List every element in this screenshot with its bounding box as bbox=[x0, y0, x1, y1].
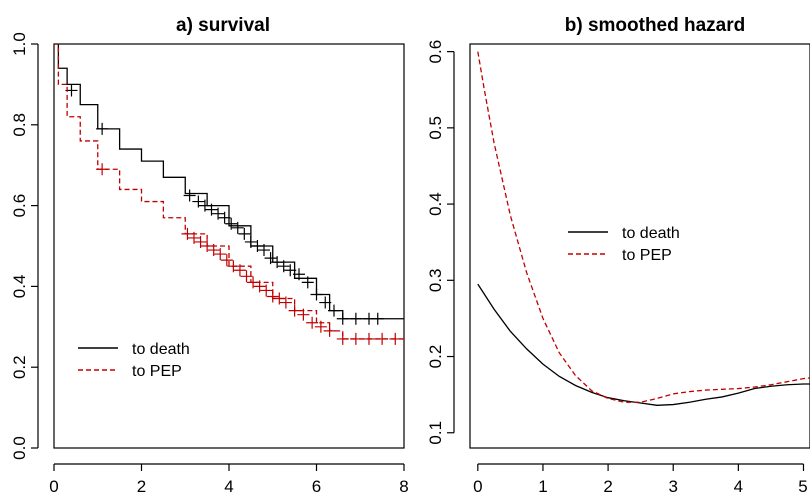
censor-mark bbox=[349, 312, 362, 325]
censor-mark bbox=[371, 312, 384, 325]
censor-mark bbox=[279, 296, 292, 309]
censor-mark bbox=[192, 195, 205, 208]
censor-mark bbox=[301, 276, 314, 289]
legend: to death to PEP bbox=[568, 225, 680, 264]
censor-mark bbox=[227, 260, 240, 273]
x-tick-label: 0 bbox=[49, 477, 58, 496]
censor-mark bbox=[349, 332, 362, 345]
plot-frame bbox=[53, 43, 405, 449]
censor-mark bbox=[233, 264, 246, 277]
censor-mark bbox=[328, 304, 340, 317]
censor-mark bbox=[277, 260, 290, 273]
y-axis: 0.1 0.2 0.3 0.4 0.5 0.6 bbox=[426, 40, 455, 445]
series-to-death-line bbox=[54, 44, 404, 320]
censor-mark bbox=[266, 290, 279, 303]
censor-mark bbox=[293, 268, 305, 281]
y-axis: 0.0 0.2 0.4 0.6 0.8 1.0 bbox=[10, 32, 39, 460]
censor-mark bbox=[323, 324, 336, 337]
x-axis: 0 1 2 3 4 5 bbox=[473, 463, 808, 496]
censor-mark bbox=[288, 304, 301, 317]
censor-mark bbox=[271, 256, 284, 269]
y-tick-label: 0.2 bbox=[426, 345, 445, 369]
y-tick-label: 0.6 bbox=[10, 194, 29, 218]
censor-mark bbox=[218, 211, 231, 224]
censor-mark bbox=[336, 332, 349, 345]
censor-mark bbox=[240, 270, 253, 283]
y-tick-label: 0.5 bbox=[426, 116, 445, 140]
plot-frame bbox=[469, 43, 810, 449]
censor-mark bbox=[231, 221, 244, 234]
legend-label: to PEP bbox=[132, 363, 182, 380]
censor-mark bbox=[183, 189, 196, 202]
censor-mark bbox=[181, 227, 194, 240]
y-tick-label: 0.8 bbox=[10, 113, 29, 137]
censor-mark bbox=[336, 312, 349, 325]
censor-mark bbox=[306, 316, 319, 329]
x-tick-label: 4 bbox=[734, 477, 743, 496]
censor-mark bbox=[205, 203, 218, 216]
x-tick-label: 1 bbox=[538, 477, 547, 496]
censor-mark bbox=[194, 235, 207, 248]
censor-mark bbox=[207, 244, 220, 257]
censor-mark bbox=[214, 248, 227, 261]
censor-mark bbox=[198, 199, 211, 212]
censor-mark bbox=[258, 244, 270, 257]
censor-mark bbox=[389, 332, 402, 345]
x-tick-label: 5 bbox=[798, 477, 807, 496]
y-tick-label: 0.1 bbox=[426, 421, 445, 445]
legend-label: to death bbox=[132, 341, 190, 358]
y-tick-label: 0.4 bbox=[426, 192, 445, 216]
chart-title: b) smoothed hazard bbox=[565, 15, 746, 36]
y-tick-label: 1.0 bbox=[10, 32, 29, 56]
plot-area bbox=[54, 44, 404, 345]
chart-title: a) survival bbox=[176, 15, 270, 36]
censor-mark bbox=[284, 264, 297, 277]
censor-mark bbox=[96, 122, 109, 135]
censor-mark bbox=[260, 284, 273, 297]
censor-mark bbox=[201, 240, 214, 252]
censor-mark bbox=[273, 292, 286, 305]
censor-mark bbox=[247, 276, 260, 289]
censor-mark bbox=[363, 332, 375, 345]
legend-label: to PEP bbox=[622, 247, 672, 264]
x-axis: 0 2 4 6 8 bbox=[49, 463, 409, 496]
x-tick-label: 6 bbox=[312, 477, 321, 496]
censor-mark bbox=[188, 231, 200, 244]
y-tick-label: 0.4 bbox=[10, 275, 29, 299]
y-tick-label: 0.6 bbox=[426, 40, 445, 64]
censor-mark bbox=[244, 235, 257, 248]
plot-area bbox=[477, 51, 810, 406]
censor-mark bbox=[314, 320, 327, 333]
x-tick-label: 8 bbox=[399, 477, 408, 496]
censor-mark bbox=[376, 332, 389, 345]
legend-label: to death bbox=[622, 225, 680, 242]
x-tick-label: 0 bbox=[473, 477, 482, 496]
x-tick-label: 2 bbox=[603, 477, 612, 496]
x-tick-label: 3 bbox=[668, 477, 677, 496]
censor-mark bbox=[212, 207, 225, 220]
x-tick-label: 4 bbox=[224, 477, 233, 496]
y-tick-label: 0.3 bbox=[426, 268, 445, 292]
censor-mark bbox=[251, 240, 264, 252]
x-tick-label: 2 bbox=[137, 477, 146, 496]
censor-mark bbox=[238, 227, 251, 240]
series-to-pep-line bbox=[54, 44, 404, 340]
censor-mark bbox=[310, 288, 323, 301]
y-tick-label: 0.2 bbox=[10, 355, 29, 379]
censor-mark bbox=[225, 217, 238, 230]
censor-mark bbox=[264, 252, 277, 265]
censor-mark bbox=[319, 296, 332, 309]
censor-mark bbox=[220, 254, 233, 267]
survival-panel: a) survival 0 2 4 6 8 0.0 0.2 0.4 0.6 0.8 1.0 to dea… bbox=[10, 15, 409, 496]
censor-mark bbox=[253, 280, 266, 293]
series-to-death-line bbox=[477, 283, 810, 406]
legend: to death to PEP bbox=[78, 341, 190, 380]
censor-mark bbox=[96, 163, 109, 176]
censor-mark bbox=[297, 308, 310, 321]
y-tick-label: 0.0 bbox=[10, 436, 29, 460]
